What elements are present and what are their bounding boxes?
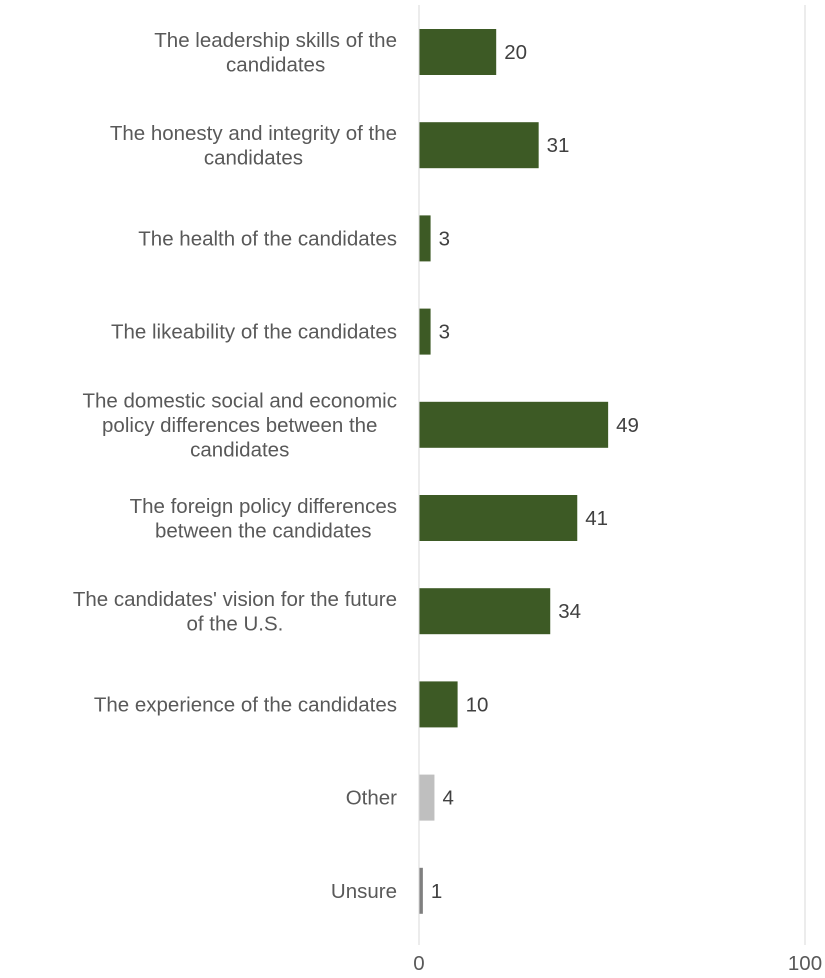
data-label: 3	[439, 321, 450, 344]
category-label-line: of the U.S.	[187, 612, 284, 635]
category-label: Unsure	[331, 880, 397, 903]
bar	[419, 308, 431, 355]
category-label-line: candidates	[190, 438, 289, 461]
bar	[419, 122, 539, 169]
category-label-line: candidates	[226, 53, 325, 76]
data-label: 20	[504, 41, 527, 64]
data-label: 31	[547, 134, 570, 157]
data-label: 1	[431, 880, 442, 903]
category-label-line: Other	[346, 787, 397, 810]
bar	[419, 29, 497, 75]
category-label-line: The foreign policy differences	[130, 495, 397, 518]
tick-label-100: 100	[788, 952, 822, 975]
category-label-line: The experience of the candidates	[94, 693, 397, 716]
bar	[419, 588, 551, 635]
category-label-line: The honesty and integrity of the	[110, 122, 397, 145]
data-label: 49	[616, 414, 639, 437]
category-label-line: The domestic social and economic	[83, 389, 398, 412]
category-label-line: The leadership skills of the	[154, 29, 397, 52]
bar	[419, 774, 435, 821]
category-label: The leadership skills of the candidates	[154, 29, 397, 77]
bar	[419, 495, 578, 541]
category-label: The honesty and integrity of the candidat…	[110, 122, 397, 170]
data-label: 34	[558, 600, 581, 623]
data-label: 41	[585, 507, 608, 530]
category-label: The foreign policy differences between th…	[130, 495, 397, 543]
category-label-line: The health of the candidates	[138, 227, 397, 250]
category-label: The health of the candidates	[138, 227, 397, 250]
category-label-line: The candidates' vision for the future	[73, 588, 397, 611]
bar	[419, 401, 609, 448]
category-label-line: between the candidates	[155, 519, 372, 542]
category-label-line: Unsure	[331, 880, 397, 903]
bar	[419, 681, 458, 728]
bar	[419, 215, 431, 262]
data-label: 3	[439, 227, 450, 250]
data-label: 10	[466, 693, 489, 716]
bar	[419, 867, 423, 914]
tick-label-0: 0	[413, 952, 424, 975]
category-label-line: The likeability of the candidates	[111, 321, 397, 344]
category-label: The domestic social and economic policy d…	[83, 389, 398, 461]
category-labels: The leadership skills of the candidatesTh…	[73, 29, 397, 903]
data-label: 4	[442, 787, 453, 810]
tick-labels: 0 100	[413, 952, 822, 975]
category-label-line: candidates	[204, 146, 303, 169]
bars	[419, 29, 609, 914]
category-label: The candidates' vision for the future of …	[73, 588, 397, 636]
category-label: The likeability of the candidates	[111, 321, 397, 344]
category-label: The experience of the candidates	[94, 693, 397, 716]
category-label-line: policy differences between the	[102, 414, 377, 437]
category-label: Other	[346, 787, 397, 810]
